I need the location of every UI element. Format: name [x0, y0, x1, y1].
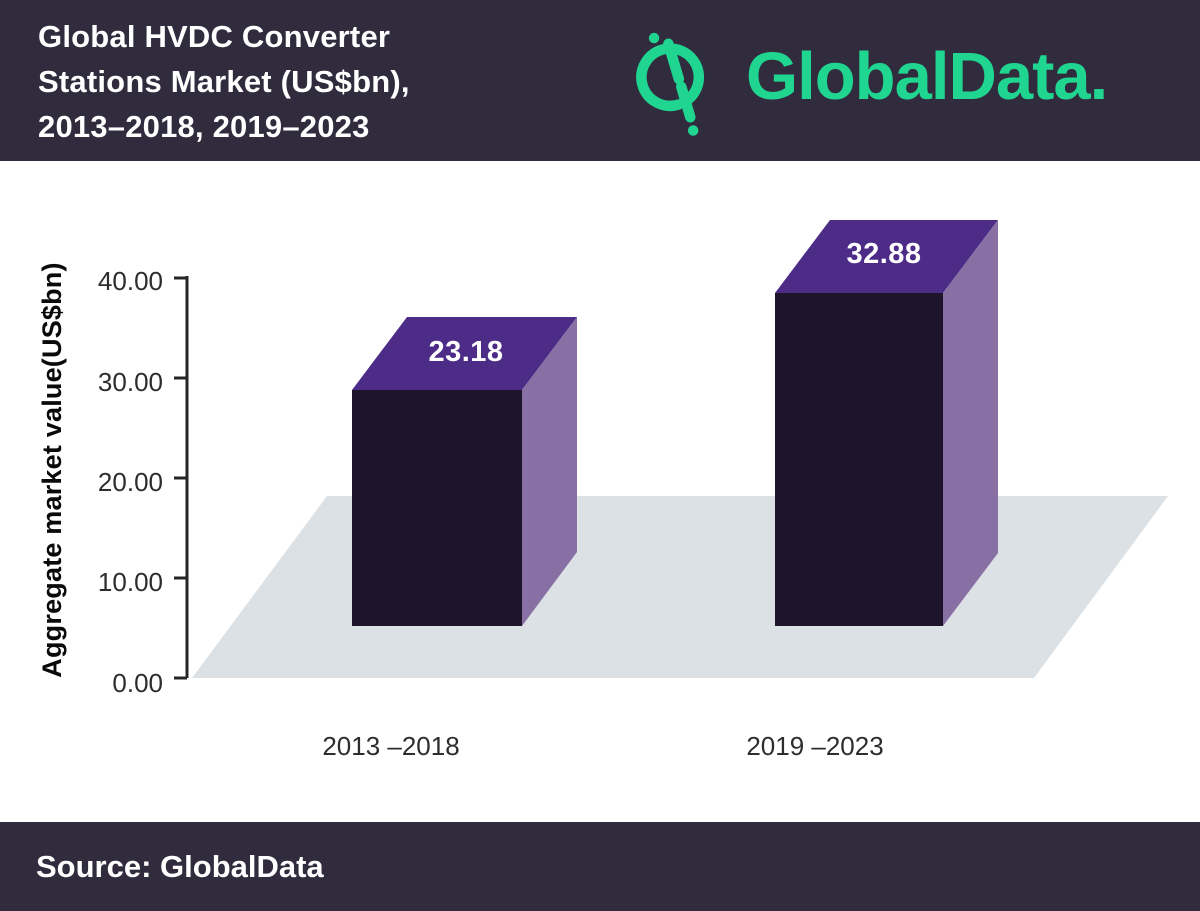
bar-chart-canvas	[174, 220, 1168, 680]
y-tick-0: 0.00	[112, 668, 163, 698]
x-category-label-2: 2019 –2023	[746, 731, 884, 761]
title-line-2: Stations Market (US$bn),	[38, 64, 410, 99]
y-axis-line	[174, 276, 189, 680]
bar1-value-label: 23.18	[428, 336, 504, 368]
bar-2019-2023	[775, 220, 998, 626]
bar2-side-face	[943, 220, 998, 626]
source-text: Source: GlobalData	[36, 849, 324, 884]
y-tick-20: 20.00	[97, 467, 163, 497]
y-tick-30: 30.00	[97, 367, 163, 397]
chart-floor	[192, 496, 1168, 678]
footer-band: Source: GlobalData	[0, 822, 1200, 911]
globaldata-logo-icon	[636, 32, 705, 136]
header-band: Global HVDC Converter Stations Market (U…	[0, 0, 1200, 161]
bar1-front-face	[352, 390, 522, 626]
y-tick-40: 40.00	[97, 266, 163, 296]
page-title: Global HVDC Converter Stations Market (U…	[38, 14, 410, 149]
y-axis-title: Aggregate market value(US$bn)	[37, 262, 67, 678]
title-line-3: 2013–2018, 2019–2023	[38, 109, 370, 144]
y-tick-10: 10.00	[97, 567, 163, 597]
globaldata-logo-text: GlobalData.	[746, 38, 1108, 114]
bar2-front-face	[775, 293, 943, 626]
title-line-1: Global HVDC Converter	[38, 19, 391, 54]
globaldata-logo: GlobalData.	[628, 18, 1108, 142]
bar2-value-label: 32.88	[846, 238, 922, 270]
x-category-label-1: 2013 –2018	[322, 731, 460, 761]
